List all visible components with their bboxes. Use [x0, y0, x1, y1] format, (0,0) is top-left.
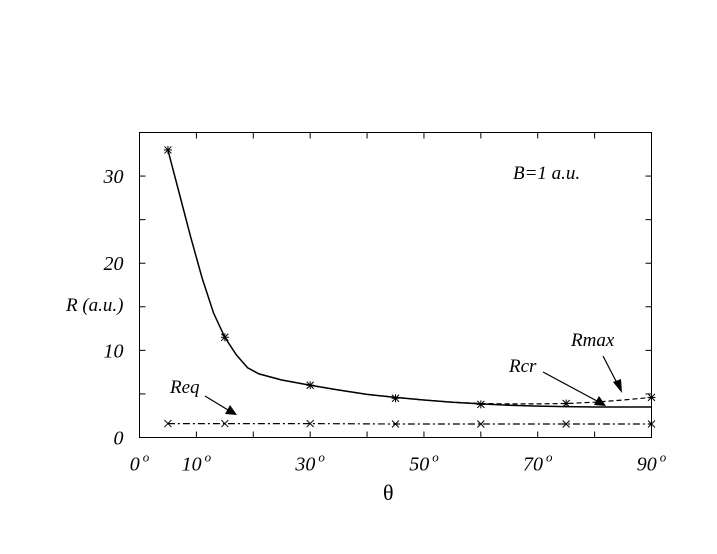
annotation-rcr: Rcr	[508, 356, 537, 377]
y-tick-label: 10	[104, 340, 124, 362]
x-tick-label: 90 o	[637, 450, 667, 476]
y-tick-label: 20	[104, 253, 124, 275]
asterisk-marker	[647, 393, 656, 402]
x-tick-label: 70 o	[523, 450, 553, 476]
cross-marker	[562, 420, 571, 428]
x-axis-label: θ	[383, 480, 394, 505]
cross-marker	[391, 420, 400, 428]
arrow-rcr	[542, 371, 606, 406]
series-layer	[167, 149, 652, 425]
series-line-rmax	[258, 373, 652, 405]
asterisk-marker	[391, 394, 400, 403]
cross-marker	[476, 420, 485, 428]
asterisk-marker	[306, 381, 315, 390]
y-axis-label: R (a.u.)	[65, 295, 124, 316]
arrow-req	[204, 395, 237, 415]
x-tick-label: 10 o	[182, 450, 212, 476]
cross-marker	[306, 419, 315, 428]
series-line-rcr	[167, 149, 652, 408]
ticks	[139, 132, 652, 438]
y-tick-label: 30	[103, 166, 124, 188]
cross-marker	[647, 420, 656, 428]
plot-frame	[139, 132, 652, 438]
annotation-b-field: B=1 a.u.	[513, 163, 580, 184]
arrow-rmax	[602, 355, 622, 393]
markers-layer	[163, 145, 656, 428]
asterisk-marker	[163, 145, 172, 154]
asterisk-marker	[562, 399, 571, 408]
x-tick-label: 50 o	[409, 450, 439, 476]
annotation-rmax: Rmax	[570, 330, 615, 351]
tick-labels: 0 10 20 30 0 o 10 o 30 o 50 o 70 o 90 o	[103, 166, 667, 475]
y-tick-label: 0	[114, 428, 124, 450]
cross-marker	[164, 419, 172, 428]
asterisk-marker	[476, 400, 485, 409]
cross-marker	[220, 419, 229, 428]
x-tick-label: 30 o	[294, 450, 325, 476]
asterisk-marker	[220, 333, 229, 342]
annotation-req: Req	[169, 377, 200, 398]
